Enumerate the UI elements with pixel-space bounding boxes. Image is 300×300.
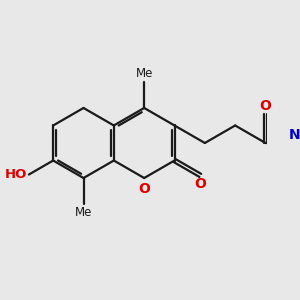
Text: O: O bbox=[260, 98, 272, 112]
Text: N: N bbox=[288, 128, 300, 142]
Text: O: O bbox=[194, 177, 206, 191]
Text: O: O bbox=[138, 182, 150, 196]
Text: Me: Me bbox=[136, 67, 153, 80]
Text: HO: HO bbox=[5, 168, 27, 181]
Text: Me: Me bbox=[75, 206, 92, 219]
